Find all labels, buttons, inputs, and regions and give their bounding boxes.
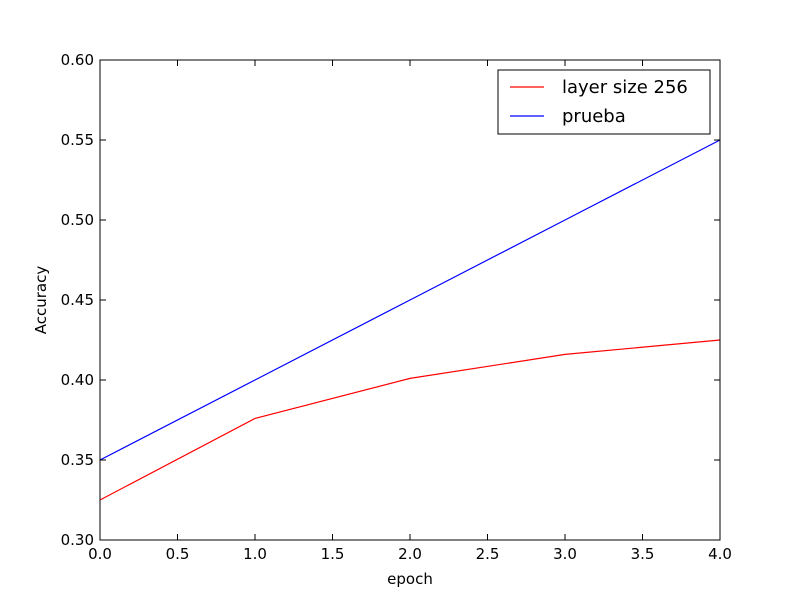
x-tick-label: 1.5 <box>321 545 345 563</box>
y-tick-label: 0.35 <box>61 451 94 469</box>
x-tick-label: 4.0 <box>708 545 732 563</box>
y-tick-label: 0.30 <box>61 531 94 549</box>
y-axis-label: Accuracy <box>32 266 50 335</box>
x-tick-label: 3.0 <box>553 545 577 563</box>
x-tick-label: 0.5 <box>166 545 190 563</box>
series-line-prueba <box>99 139 721 461</box>
series-line-layer-size-256 <box>99 339 721 501</box>
legend: layer size 256 prueba <box>497 69 711 135</box>
legend-box <box>497 69 711 135</box>
y-tick-label: 0.50 <box>61 211 94 229</box>
x-tick-label: 0.0 <box>88 545 112 563</box>
y-tick-label: 0.55 <box>61 131 94 149</box>
x-axis-label: epoch <box>387 570 433 588</box>
x-tick-label: 2.0 <box>398 545 422 563</box>
x-tick-label: 1.0 <box>243 545 267 563</box>
x-tick-label: 3.5 <box>631 545 655 563</box>
y-tick-label: 0.60 <box>61 51 94 69</box>
legend-entry-label: prueba <box>562 106 626 127</box>
y-tick-label: 0.40 <box>61 371 94 389</box>
series-layer <box>99 139 721 501</box>
legend-entry-label: layer size 256 <box>562 77 688 98</box>
x-tick-label: 2.5 <box>476 545 500 563</box>
y-tick-label: 0.45 <box>61 291 94 309</box>
ticks-layer: 0.0 0.5 1.0 1.5 2.0 2.5 3.0 3.5 4.0 0.30 0.35 0.40 0… <box>61 51 732 563</box>
